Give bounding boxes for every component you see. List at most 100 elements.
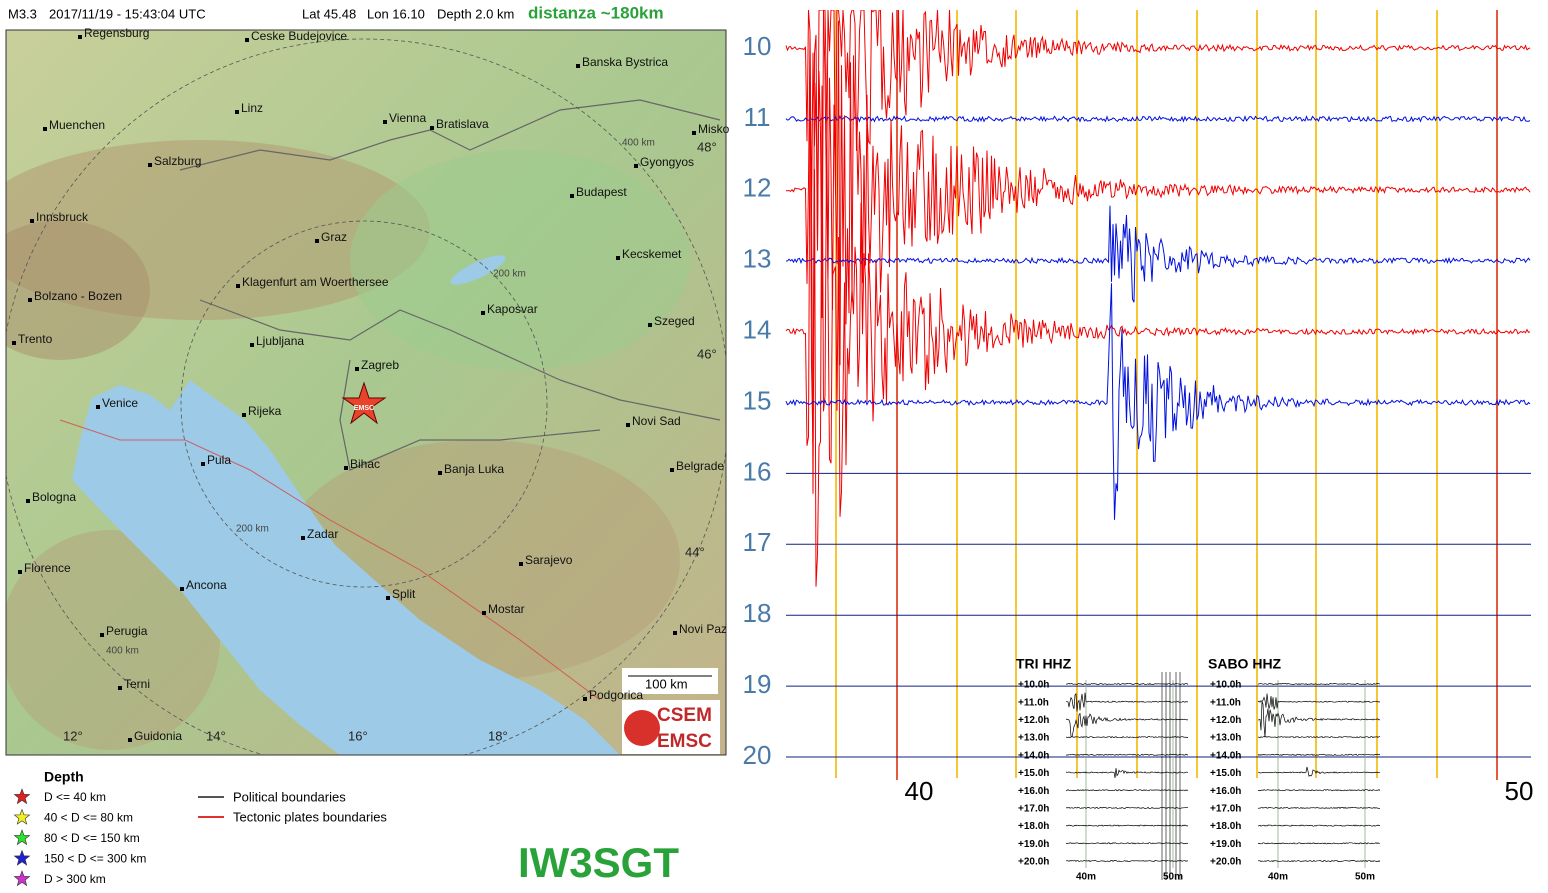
label: Zadar	[307, 527, 338, 541]
label: 48°	[697, 139, 717, 154]
label: Tectonic plates boundaries	[233, 809, 387, 824]
city-dot	[481, 311, 485, 315]
inset-trace	[1257, 736, 1381, 739]
label: +17.0h	[1210, 804, 1241, 815]
label: 2017/11/19 - 15:43:04 UTC	[49, 6, 206, 21]
inset-trace	[1257, 766, 1381, 777]
city-dot	[576, 64, 580, 68]
city-dot	[236, 284, 240, 288]
city-dot	[18, 570, 22, 574]
city-dot	[626, 423, 630, 427]
inset-trace	[1257, 753, 1381, 756]
label: Ljubljana	[256, 334, 304, 348]
label: Ancona	[186, 578, 227, 592]
label: D > 300 km	[44, 872, 106, 886]
label: +15.0h	[1210, 768, 1241, 779]
inset-trace	[1065, 859, 1189, 863]
seismogram	[785, 10, 1531, 780]
label: Ceske Budejovice	[251, 29, 347, 43]
label: EMSC	[657, 731, 712, 752]
inset-trace	[1257, 824, 1380, 827]
label: Podgorica	[589, 688, 643, 702]
label: 400 km	[106, 646, 139, 657]
inset-trace	[1065, 806, 1188, 809]
label: 18	[743, 598, 772, 628]
city-dot	[96, 405, 100, 409]
border	[339, 359, 601, 471]
scale-box	[622, 668, 718, 694]
city-dot	[438, 471, 442, 475]
city-dot	[250, 343, 254, 347]
label: 40m	[1076, 872, 1096, 883]
label: 10	[743, 31, 772, 61]
inset-trace	[1065, 824, 1189, 827]
city-dot	[616, 256, 620, 260]
inset-trace	[1065, 768, 1189, 779]
label: +17.0h	[1018, 804, 1049, 815]
label: 20	[743, 740, 772, 770]
legend-star	[13, 849, 31, 866]
inset-trace	[1065, 753, 1188, 756]
label: 12°	[63, 728, 83, 743]
label: Trento	[18, 332, 53, 346]
city-dot	[355, 367, 359, 371]
label: Salzburg	[154, 154, 201, 168]
label: Perugia	[106, 624, 148, 638]
label: Regensburg	[84, 26, 149, 40]
city-dot	[100, 633, 104, 637]
city-dot	[383, 120, 387, 124]
city-dot	[430, 126, 434, 130]
city-dot	[301, 536, 305, 540]
city-dot	[583, 697, 587, 701]
lake	[450, 255, 506, 285]
label: Klagenfurt am Woerthersee	[242, 275, 389, 289]
city-dot	[692, 131, 696, 135]
city-dot	[26, 499, 30, 503]
label: +14.0h	[1210, 750, 1241, 761]
label: Graz	[321, 230, 347, 244]
label: Florence	[24, 561, 71, 575]
label: +18.0h	[1018, 821, 1049, 832]
label: Gyongyos	[640, 155, 694, 169]
label: 18°	[488, 728, 508, 743]
label: 40m	[1268, 872, 1288, 883]
label: Political boundaries	[233, 789, 346, 804]
label: 14°	[206, 728, 226, 743]
city-dot	[43, 127, 47, 131]
label: 150 < D <= 300 km	[44, 852, 146, 866]
label: Split	[392, 587, 416, 601]
label: 40 < D <= 80 km	[44, 811, 133, 825]
label: +11.0h	[1018, 697, 1049, 708]
label: Kecskemet	[622, 247, 682, 261]
label: +18.0h	[1210, 821, 1241, 832]
label: Misko	[698, 122, 730, 136]
trace	[786, 10, 1531, 449]
city-dot	[648, 323, 652, 327]
label: 44°	[685, 544, 705, 559]
label: +12.0h	[1210, 715, 1241, 726]
label: Sarajevo	[525, 553, 573, 567]
label: 50m	[1163, 872, 1183, 883]
label: +16.0h	[1018, 786, 1049, 797]
label: +20.0h	[1018, 857, 1049, 868]
logo-globe	[624, 710, 660, 746]
city-dot	[482, 611, 486, 615]
inset-trace	[1065, 736, 1189, 739]
inset-trace	[1257, 842, 1381, 845]
label: Muenchen	[49, 118, 105, 132]
city-dot	[28, 298, 32, 302]
legend-star	[13, 870, 31, 887]
inset-trace	[1065, 712, 1189, 738]
label: Bologna	[32, 490, 76, 504]
label: Novi Sad	[632, 414, 681, 428]
label: Depth 2.0 km	[437, 6, 514, 21]
label: 12	[743, 173, 772, 203]
plain	[350, 150, 690, 370]
inset-trace	[1257, 701, 1381, 738]
label: TRI HHZ	[1016, 656, 1072, 672]
city-dot	[673, 631, 677, 635]
label: +19.0h	[1210, 839, 1241, 850]
label: Rijeka	[248, 404, 282, 418]
label: Belgrade	[676, 459, 724, 473]
